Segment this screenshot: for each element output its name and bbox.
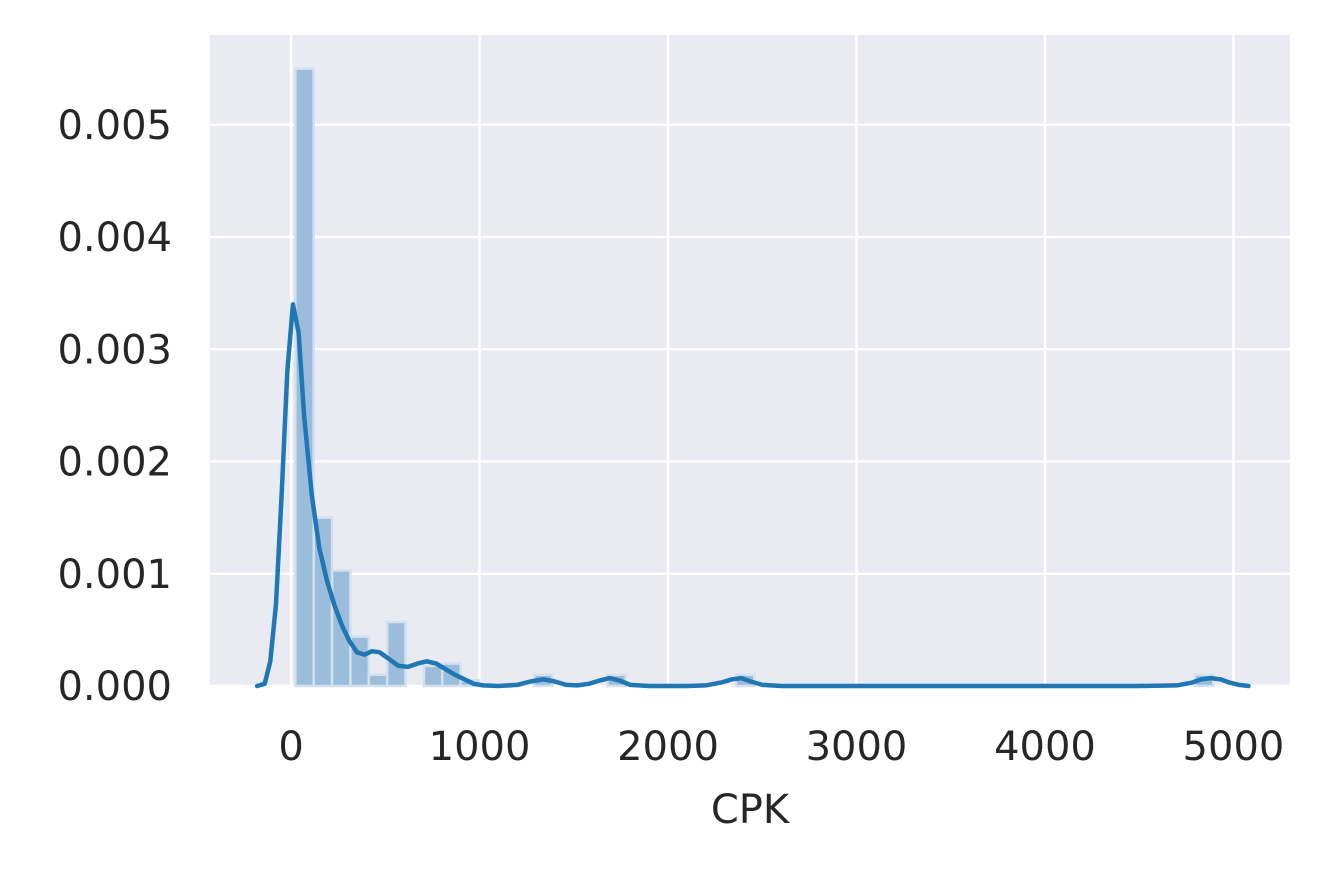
- y-tick-label: 0.004: [57, 215, 172, 261]
- kde-curve: [254, 302, 1251, 689]
- y-tick-label: 0.003: [57, 327, 172, 373]
- y-axis: 0.000 0.001 0.002 0.003 0.004 0.005: [57, 103, 172, 710]
- kde-line: [254, 302, 1251, 689]
- histogram-bar: [422, 664, 444, 688]
- x-tick-label: 1000: [429, 724, 531, 770]
- y-tick-label: 0.002: [57, 440, 172, 486]
- histogram-bar: [367, 673, 389, 688]
- y-tick-label: 0.001: [57, 552, 172, 598]
- histogram-bars: [294, 67, 1215, 688]
- plot-background: [210, 35, 1290, 686]
- histogram-bar: [294, 67, 315, 688]
- y-tick-label: 0.005: [57, 103, 172, 149]
- x-axis: 0 1000 2000 3000 4000 5000: [278, 724, 1284, 770]
- x-tick-label: 4000: [994, 724, 1096, 770]
- x-tick-label: 2000: [617, 724, 719, 770]
- y-tick-label: 0.000: [57, 664, 172, 710]
- x-tick-label: 3000: [806, 724, 908, 770]
- x-tick-label: 5000: [1183, 724, 1285, 770]
- histogram-bar: [385, 620, 407, 688]
- x-axis-label: CPK: [711, 787, 791, 833]
- x-tick-label: 0: [278, 724, 303, 770]
